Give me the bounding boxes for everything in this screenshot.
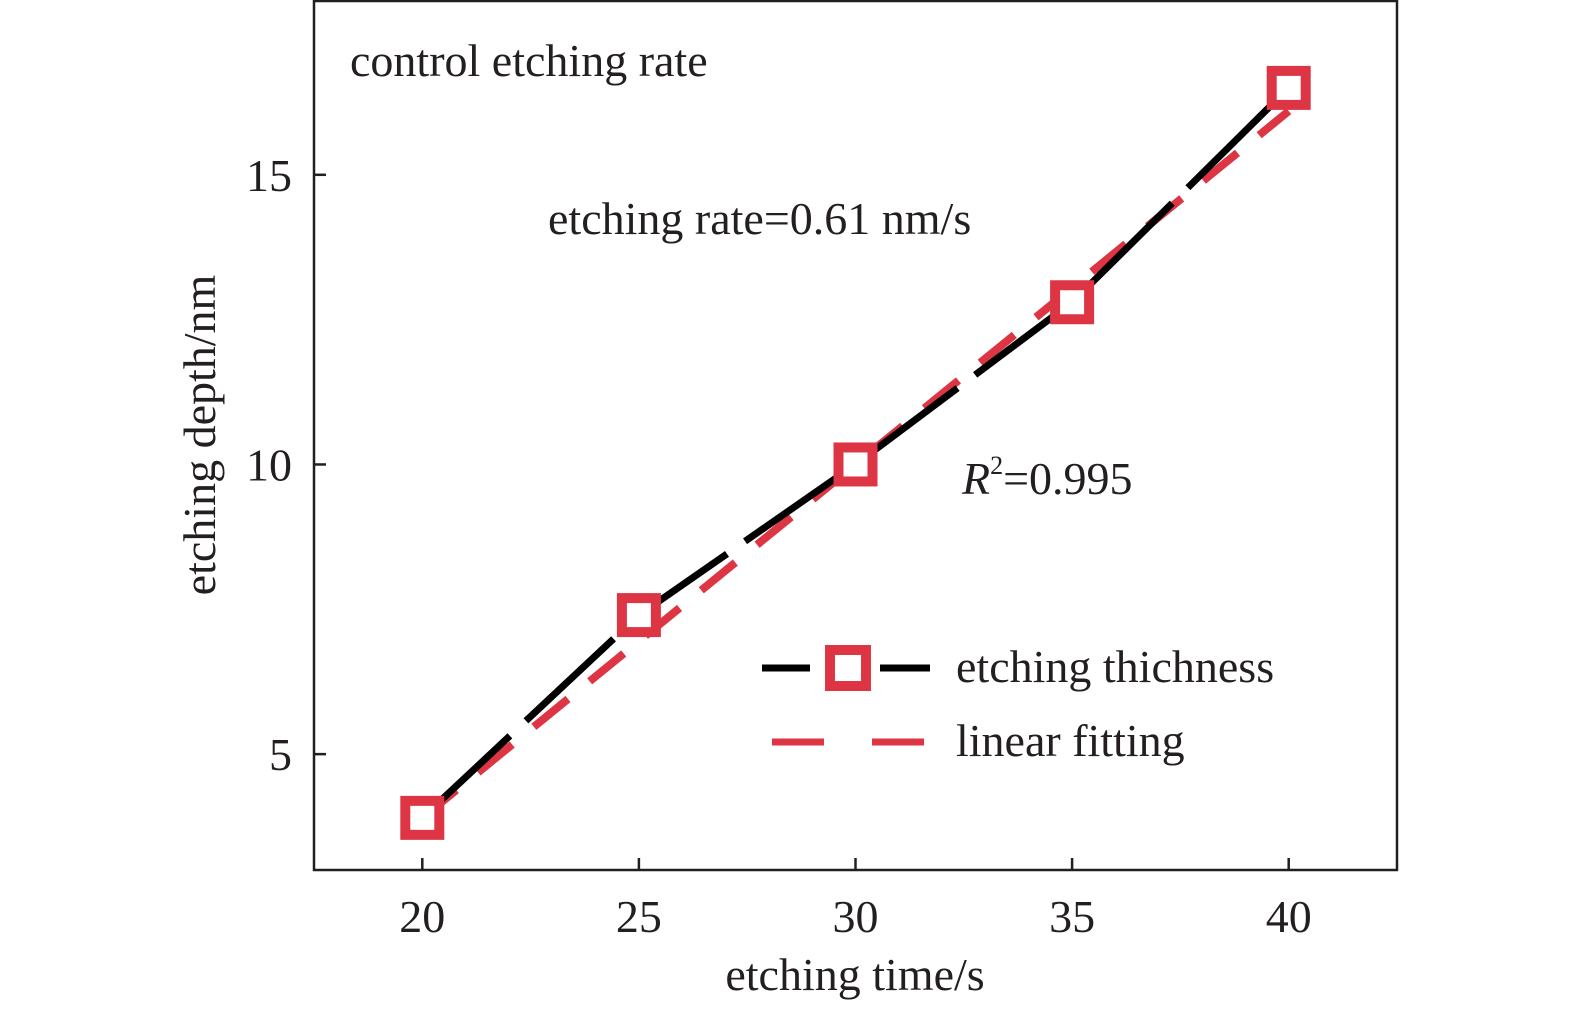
legend-data-label: etching thichness [956, 641, 1274, 692]
x-axis-label: etching time/s [725, 949, 984, 1000]
data-series-line [419, 85, 1292, 821]
fit-line [419, 107, 1292, 821]
fit-line-group [419, 107, 1292, 821]
legend-entry-data: etching thichness [762, 641, 1274, 692]
chart-title: control etching rate [350, 35, 708, 86]
data-point-marker [1050, 280, 1095, 325]
x-tick-label: 35 [1049, 891, 1095, 942]
data-point-marker [400, 795, 445, 840]
r-squared-annotation: R2=0.995 [961, 451, 1133, 504]
data-point-marker [616, 593, 661, 638]
r-squared-superscript: 2 [990, 451, 1003, 480]
x-tick-label: 25 [616, 891, 662, 942]
axis-ticks: 20 25 30 35 40 5 10 15 [246, 150, 1312, 942]
plot-frame [312, 0, 1399, 872]
r-squared-symbol: R [961, 453, 990, 504]
legend-data-marker [825, 645, 871, 691]
data-point-marker [1266, 65, 1311, 110]
x-tick-label: 40 [1266, 891, 1312, 942]
legend: etching thichness linear fitting [762, 641, 1274, 766]
legend-entry-fit: linear fitting [772, 715, 1185, 766]
y-tick-label: 5 [269, 729, 292, 780]
x-tick-label: 30 [833, 891, 879, 942]
rate-annotation: etching rate=0.61 nm/s [548, 193, 971, 244]
y-tick-label: 10 [246, 439, 292, 490]
legend-fit-label: linear fitting [956, 715, 1185, 766]
y-axis-label: etching depth/nm [174, 274, 225, 595]
r-squared-value: =0.995 [1003, 453, 1132, 504]
y-tick-label: 15 [246, 150, 292, 201]
data-series-group [400, 65, 1311, 840]
data-point-marker [833, 442, 878, 487]
x-tick-label: 20 [399, 891, 445, 942]
